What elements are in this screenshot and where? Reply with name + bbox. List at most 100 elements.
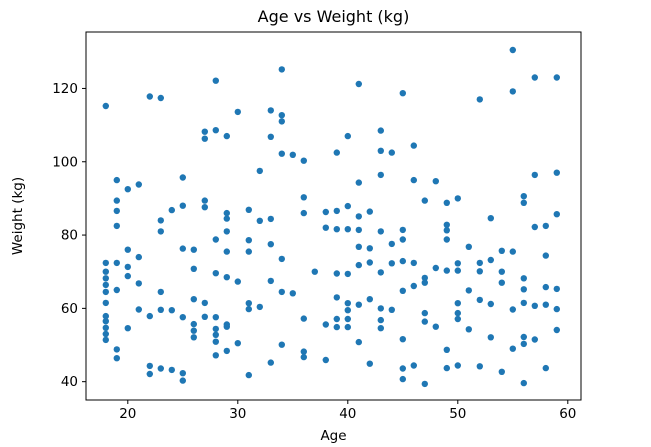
data-point: [432, 264, 439, 272]
data-point: [289, 290, 296, 297]
data-point: [168, 206, 175, 214]
data-point: [179, 377, 186, 384]
data-point: [278, 150, 285, 157]
data-point: [454, 267, 461, 274]
data-point: [421, 274, 428, 282]
data-point: [344, 202, 351, 210]
data-point: [179, 202, 186, 209]
data-point: [531, 336, 538, 343]
data-point: [443, 346, 450, 353]
data-point: [223, 228, 230, 235]
data-point: [366, 245, 373, 252]
data-point: [146, 370, 153, 378]
data-point: [399, 375, 406, 383]
data-point: [520, 299, 527, 307]
data-point: [102, 268, 110, 275]
data-point: [212, 331, 219, 338]
chart-title: Age vs Weight (kg): [258, 7, 410, 26]
data-point: [245, 248, 252, 255]
data-point: [333, 315, 340, 323]
x-tick-label: 30: [229, 406, 246, 422]
data-point: [113, 346, 121, 353]
data-point: [344, 300, 351, 307]
data-point: [476, 96, 483, 103]
data-point: [542, 283, 549, 291]
data-point: [278, 288, 285, 296]
data-point: [179, 314, 186, 321]
data-point: [102, 318, 110, 325]
data-point: [520, 193, 527, 200]
data-point: [322, 356, 329, 364]
data-point: [454, 195, 461, 202]
data-point: [377, 228, 384, 235]
y-tick-label: 80: [61, 228, 78, 244]
data-point: [223, 215, 230, 222]
data-point: [300, 157, 307, 164]
data-point: [520, 340, 527, 348]
y-axis: 40 60 80 100 120: [52, 81, 86, 390]
data-point: [333, 149, 340, 156]
data-point: [201, 197, 208, 204]
data-point: [102, 330, 110, 338]
data-point: [201, 313, 208, 320]
data-point: [234, 340, 241, 347]
data-point: [366, 360, 373, 367]
data-point: [487, 215, 494, 222]
data-point: [542, 222, 549, 230]
data-point: [388, 260, 395, 267]
data-point: [322, 208, 329, 216]
data-point: [377, 325, 384, 332]
data-point: [531, 74, 538, 81]
x-tick-label: 50: [449, 406, 466, 422]
data-point: [256, 217, 263, 224]
data-point: [135, 181, 142, 188]
data-point: [190, 296, 197, 303]
data-point: [432, 323, 439, 330]
data-point: [201, 299, 208, 307]
data-point: [465, 287, 472, 294]
data-point: [190, 320, 197, 328]
data-point: [399, 287, 406, 294]
data-point: [322, 224, 329, 231]
data-point: [410, 282, 417, 290]
data-point: [245, 305, 252, 313]
data-point: [113, 197, 121, 204]
data-point: [267, 215, 274, 223]
data-point: [223, 132, 230, 140]
data-point: [465, 243, 472, 250]
data-point: [223, 323, 230, 330]
data-point: [476, 363, 483, 370]
data-point: [531, 223, 538, 231]
data-point: [300, 315, 307, 322]
data-point: [212, 270, 219, 277]
data-point: [102, 299, 110, 307]
data-point: [542, 301, 549, 308]
data-point: [179, 174, 186, 181]
data-point: [278, 341, 285, 348]
data-point: [377, 171, 384, 179]
data-point: [498, 368, 505, 375]
data-point: [388, 306, 395, 313]
data-point: [124, 272, 131, 280]
data-point: [355, 261, 362, 269]
data-point: [509, 248, 516, 255]
data-point: [190, 334, 197, 341]
data-point: [278, 112, 285, 119]
data-point: [190, 327, 197, 334]
data-point: [135, 306, 142, 313]
data-point: [168, 307, 175, 314]
data-point: [168, 366, 175, 374]
data-point: [542, 364, 549, 372]
data-point: [520, 199, 527, 206]
data-point: [454, 315, 461, 323]
data-point: [267, 241, 274, 248]
data-point: [212, 325, 219, 333]
x-axis-label: Age: [320, 428, 346, 444]
data-point: [531, 302, 538, 309]
x-tick-label: 60: [559, 406, 576, 422]
data-point: [344, 323, 351, 331]
data-point: [113, 222, 121, 230]
data-point: [520, 379, 527, 387]
data-point: [256, 167, 263, 175]
y-tick-label: 100: [52, 154, 78, 170]
